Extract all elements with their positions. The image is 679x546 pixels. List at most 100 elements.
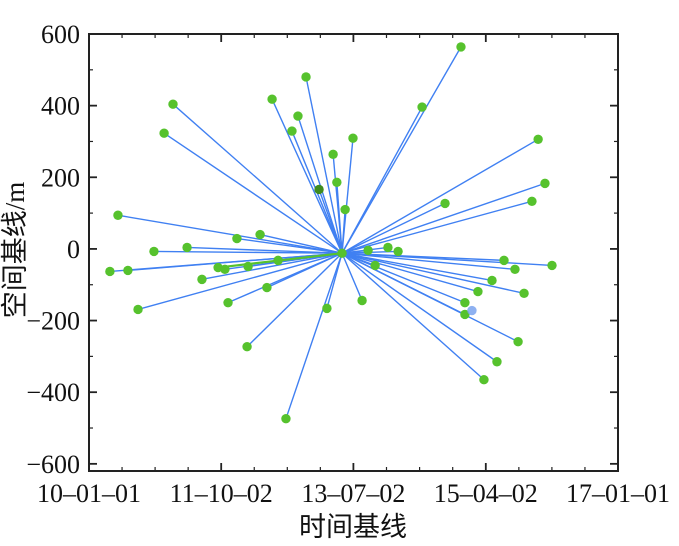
scatter-point bbox=[473, 286, 483, 297]
y-tick-label: 200 bbox=[41, 163, 80, 192]
baseline-edge bbox=[341, 46, 462, 254]
baseline-edge bbox=[285, 252, 343, 419]
scatter-point bbox=[159, 128, 169, 138]
scatter-point bbox=[232, 233, 242, 244]
baseline-edge bbox=[341, 209, 346, 254]
tick-labels: 10–01–01 11–10–02 13–07–02 15–04–02 17–01–01… bbox=[26, 20, 670, 508]
scatter-point bbox=[487, 275, 497, 286]
scatter-point bbox=[328, 149, 338, 160]
scatter-point bbox=[113, 210, 123, 220]
x-tick-label: 17–01–01 bbox=[566, 479, 670, 508]
scatter-point bbox=[519, 288, 529, 299]
scatter-point bbox=[168, 99, 178, 109]
scatter-point bbox=[363, 245, 373, 256]
baseline-edge bbox=[336, 182, 343, 254]
scatter-point bbox=[479, 374, 489, 385]
scatter-point bbox=[149, 246, 159, 257]
baseline-edge bbox=[341, 252, 525, 295]
baseline-edge bbox=[318, 189, 343, 254]
baseline-edge bbox=[341, 252, 553, 267]
axis-ticks bbox=[88, 33, 619, 471]
y-tick-label: −200 bbox=[26, 307, 80, 336]
baseline-edge bbox=[266, 252, 343, 289]
x-tick-label: 13–07–02 bbox=[301, 479, 405, 508]
scatter-points bbox=[105, 42, 557, 424]
baseline-edge bbox=[259, 233, 343, 254]
baseline-edge bbox=[163, 132, 343, 254]
scatter-point bbox=[182, 242, 192, 253]
baseline-edge bbox=[341, 200, 533, 254]
scatter-point bbox=[197, 274, 207, 285]
baseline-edge bbox=[341, 252, 498, 363]
scatter-point bbox=[281, 414, 291, 424]
scatter-point bbox=[460, 297, 470, 308]
scatter-point bbox=[540, 178, 550, 189]
baseline-edge bbox=[341, 252, 516, 271]
scatter-point bbox=[547, 260, 557, 271]
baseline-edge bbox=[117, 214, 343, 254]
scatter-point bbox=[440, 198, 450, 209]
scatter-point bbox=[273, 255, 283, 266]
scatter-point bbox=[510, 264, 520, 275]
baseline-edge bbox=[341, 252, 493, 282]
scatter-point bbox=[255, 229, 265, 240]
scatter-point bbox=[301, 72, 311, 82]
x-axis-title: 时间基线 bbox=[299, 512, 407, 542]
scatter-point bbox=[513, 336, 523, 347]
baseline-edge bbox=[172, 103, 343, 254]
scatter-point bbox=[287, 126, 297, 136]
baseline-edge bbox=[297, 115, 343, 254]
scatter-point bbox=[220, 264, 230, 275]
scatter-point bbox=[322, 303, 332, 314]
scatter-point bbox=[242, 342, 252, 352]
y-tick-label: 600 bbox=[41, 20, 80, 49]
scatter-point bbox=[105, 266, 115, 277]
x-tick-label: 11–10–02 bbox=[170, 479, 273, 508]
baseline-edge bbox=[326, 253, 343, 309]
scatter-point bbox=[357, 295, 367, 306]
scatter-point bbox=[492, 357, 502, 367]
scatter-point bbox=[348, 133, 358, 143]
scatter-point bbox=[460, 309, 470, 320]
baseline-edge bbox=[341, 252, 466, 304]
baseline-edge bbox=[341, 138, 539, 254]
scatter-point bbox=[262, 282, 272, 293]
scatter-point bbox=[267, 94, 277, 104]
baseline-edge bbox=[305, 76, 343, 254]
baseline-edge bbox=[341, 202, 446, 254]
scatter-point bbox=[533, 134, 543, 145]
x-tick-label: 10–01–01 bbox=[37, 479, 141, 508]
scatter-point bbox=[527, 196, 537, 206]
baseline-edge bbox=[341, 252, 485, 381]
baseline-edge bbox=[271, 98, 343, 254]
baseline-edge bbox=[246, 252, 343, 348]
baseline-edge bbox=[341, 182, 546, 254]
y-tick-label: −400 bbox=[26, 378, 80, 407]
scatter-point bbox=[340, 204, 350, 215]
master-point bbox=[337, 248, 347, 258]
scatter-point bbox=[417, 102, 427, 112]
y-axis-title: 空间基线/m bbox=[0, 182, 30, 319]
x-tick-label: 15–04–02 bbox=[434, 479, 538, 508]
scatter-point bbox=[393, 246, 403, 257]
scatter-point bbox=[243, 261, 253, 272]
baseline-edge bbox=[341, 252, 479, 293]
scatter-point bbox=[499, 255, 509, 266]
scatter-point bbox=[223, 297, 233, 308]
highlight-point bbox=[467, 305, 477, 316]
baseline-edge bbox=[187, 246, 343, 254]
scatter-point bbox=[123, 265, 133, 276]
scatter-point bbox=[314, 184, 324, 195]
baseline-edge bbox=[341, 252, 363, 301]
baseline-edge bbox=[137, 252, 343, 311]
scatter-point bbox=[383, 242, 393, 253]
scatter-point bbox=[332, 177, 342, 187]
baseline-edge bbox=[127, 252, 343, 272]
y-tick-label: 0 bbox=[67, 235, 80, 264]
scatter-point bbox=[370, 260, 380, 271]
baseline-edge bbox=[236, 237, 343, 254]
baseline-edge bbox=[201, 252, 343, 281]
y-tick-label: −600 bbox=[26, 450, 80, 479]
